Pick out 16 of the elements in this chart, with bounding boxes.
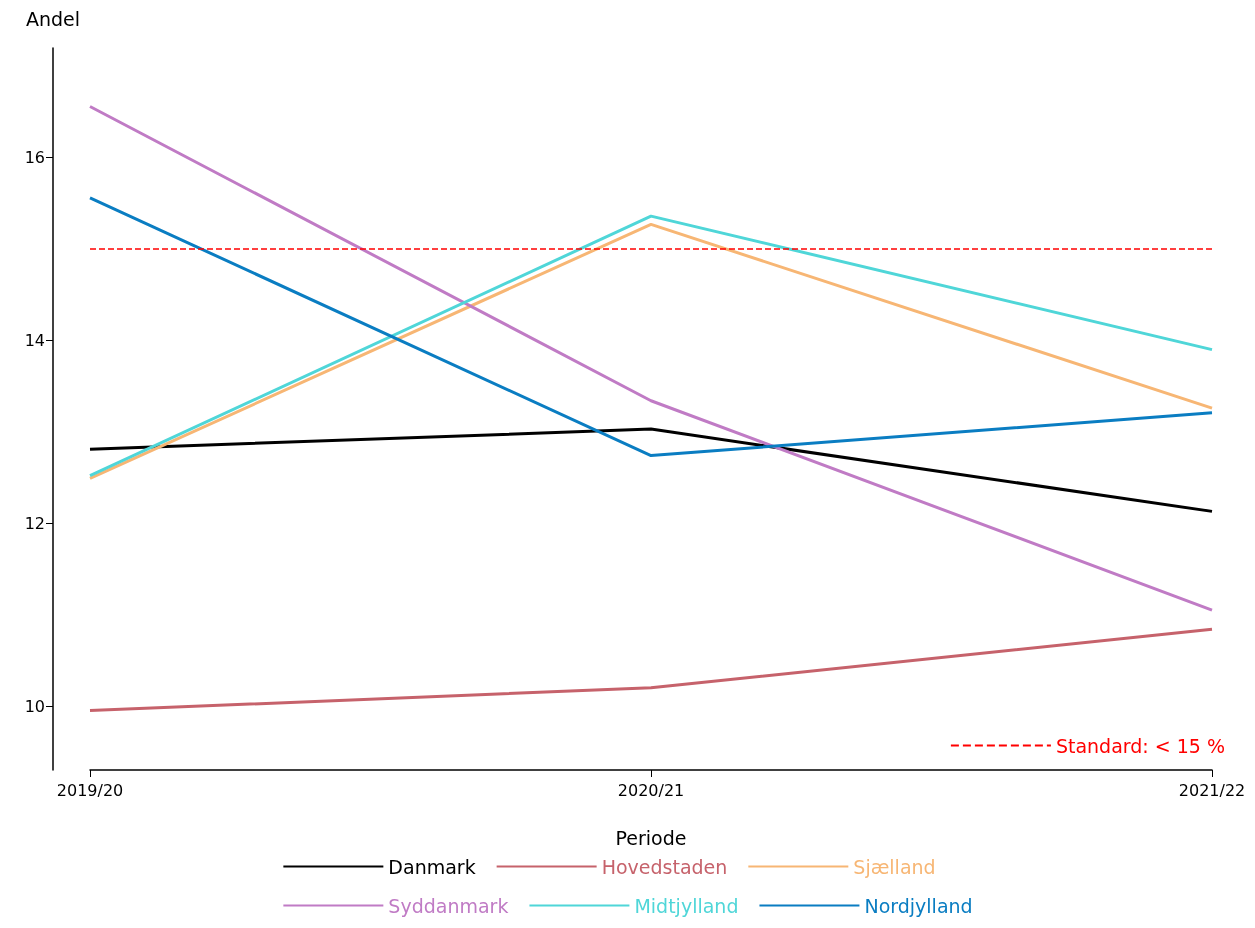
y-tick-label: 16 (24, 148, 45, 168)
x-tick-label: 2019/20 (56, 780, 124, 800)
text: Syddanmark (388, 894, 509, 917)
text: Midtjylland (634, 894, 739, 917)
y-tick-label: 12 (24, 513, 45, 533)
text: Danmark (388, 855, 476, 878)
y-tick-label: 14 (24, 330, 45, 350)
ref-line-label: Standard: < 15 % (1055, 734, 1225, 757)
x-tick-label: 2020/21 (617, 780, 685, 800)
x-tick-label: 2021/22 (1178, 780, 1246, 800)
text: Nordjylland (864, 894, 973, 917)
y-axis-title: Andel (25, 7, 81, 30)
y-tick-label: 10 (24, 696, 45, 716)
text: Hovedstaden (601, 855, 728, 878)
text: Sjælland (853, 855, 936, 878)
x-axis-title: Periode (615, 826, 687, 849)
